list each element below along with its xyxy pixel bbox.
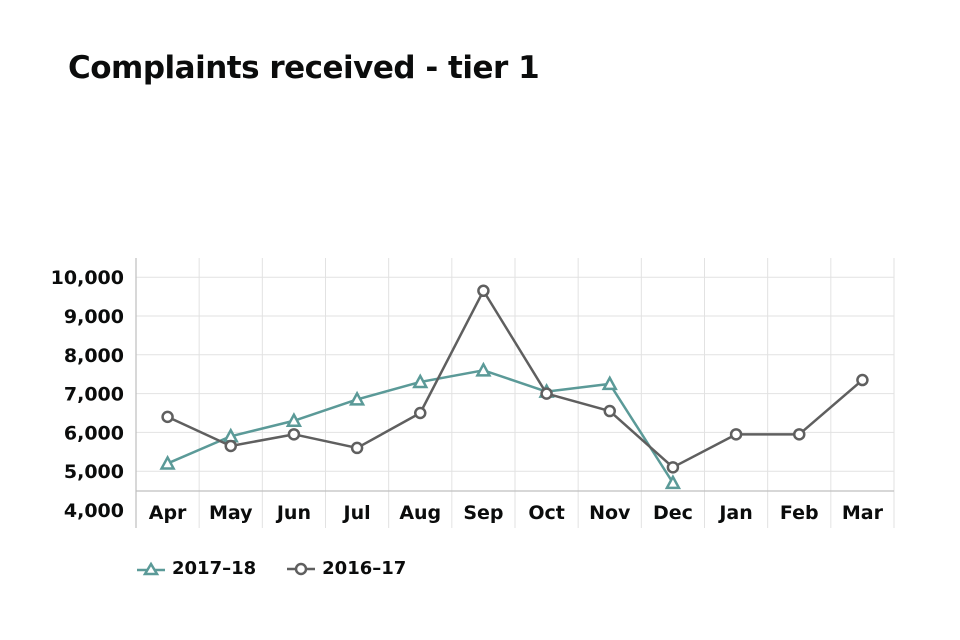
triangle-data-point: [475, 361, 492, 377]
x-tick-label: May: [209, 502, 253, 524]
circle-data-point: [477, 284, 490, 298]
x-tick-label: Jan: [717, 502, 752, 524]
circle-data-point: [161, 410, 174, 424]
y-tick-label: 10,000: [51, 267, 124, 289]
x-tick-label: Oct: [528, 502, 565, 524]
triangle-data-point: [285, 412, 303, 428]
x-tick-label: Apr: [149, 502, 187, 524]
axes: [135, 258, 894, 528]
circle-data-point: [793, 428, 806, 441]
series-2016–17: [161, 284, 869, 474]
x-tick-label: Jul: [342, 502, 371, 524]
x-axis-tick-labels: Apr May Jun Jul Aug Sep Oct Nov Dec Jan Feb Mar: [149, 502, 884, 524]
y-tick-label: 5,000: [64, 461, 124, 483]
legend-label: 2017–18: [172, 558, 257, 579]
triangle-data-point: [348, 390, 366, 406]
circle-data-point: [224, 439, 237, 453]
circle-data-point: [350, 441, 364, 455]
legend-item-2016-17[interactable]: 2016–17: [286, 558, 406, 579]
y-tick-label: 9,000: [64, 306, 124, 328]
circle-data-point: [287, 428, 301, 441]
y-tick-label: 7,000: [64, 384, 124, 406]
triangle-data-point: [159, 454, 176, 470]
circle-data-point: [729, 428, 743, 441]
triangle-data-point: [412, 373, 429, 389]
y-tick-label: 8,000: [64, 345, 124, 367]
x-tick-label: Sep: [463, 502, 503, 524]
series-group: [159, 284, 869, 490]
legend-label: 2016–17: [322, 558, 407, 579]
y-axis-tick-labels: 4,000 5,000 6,000 7,000 8,000 9,000 10,000: [51, 267, 124, 522]
triangle-data-point: [664, 474, 682, 490]
triangle-data-point: [601, 375, 618, 391]
circle-data-point: [603, 404, 616, 418]
x-tick-label: Jun: [275, 502, 311, 524]
y-tick-label: 4,000: [64, 500, 124, 522]
x-tick-label: Nov: [589, 502, 631, 524]
series-2017–18: [159, 361, 682, 490]
circle-data-point: [540, 387, 553, 400]
triangle-marker-icon: [137, 561, 165, 575]
circle-data-point: [856, 373, 869, 387]
chart-title: Complaints received - tier 1: [68, 50, 540, 86]
legend: 2017–18 2016–17: [136, 558, 406, 579]
x-tick-label: Dec: [653, 502, 693, 524]
y-tick-label: 6,000: [64, 422, 124, 444]
series-line: [167, 289, 864, 469]
legend-item-2017-18[interactable]: 2017–18: [136, 558, 256, 579]
x-tick-label: Feb: [780, 502, 819, 524]
x-tick-label: Mar: [842, 502, 884, 524]
circle-marker-icon: [287, 562, 316, 575]
grid-lines: [136, 258, 895, 528]
x-tick-label: Aug: [399, 502, 441, 524]
circle-data-point: [666, 461, 680, 474]
circle-data-point: [414, 406, 427, 420]
